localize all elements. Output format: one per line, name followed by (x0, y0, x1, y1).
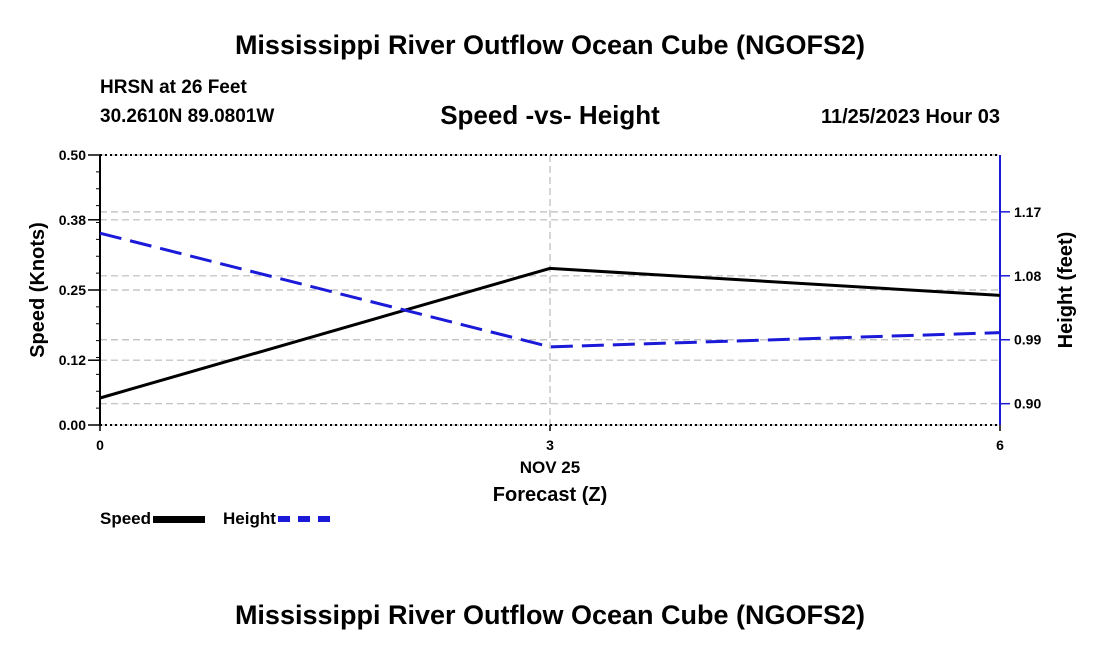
chart-subtitle: Speed -vs- Height (440, 100, 660, 130)
x-tick-label: 3 (546, 437, 554, 453)
forecast-datetime: 11/25/2023 Hour 03 (820, 106, 1000, 128)
station-label: HRSN at 26 Feet (100, 77, 247, 98)
y-tick-label: 0.00 (59, 417, 86, 433)
x-axis-title: Forecast (Z) (493, 484, 607, 506)
series-line-height (99, 231, 1001, 349)
legend-speed-swatch (153, 515, 206, 523)
y2-tick-label: 1.17 (1014, 204, 1041, 220)
station-coordinates: 30.2610N 89.0801W (100, 106, 275, 127)
legend-speed-label: Speed (100, 509, 152, 528)
chart-legend: Speed Height (100, 509, 348, 529)
legend-height-label: Height (223, 509, 276, 528)
y-tick-label: 0.38 (59, 212, 86, 228)
y-axis-title: Speed (Knots) (27, 222, 49, 358)
x-axis-date-label: NOV 25 (520, 458, 580, 477)
x-tick-label: 0 (96, 437, 104, 453)
series-line-speed (99, 266, 1001, 400)
y-tick-label: 0.12 (59, 352, 86, 368)
y2-tick-label: 0.90 (1014, 396, 1041, 412)
y2-tick-label: 1.08 (1014, 268, 1041, 284)
x-tick-label: 6 (996, 437, 1004, 453)
y-tick-label: 0.25 (59, 282, 86, 298)
page-title-repeat: Mississippi River Outflow Ocean Cube (NG… (234, 600, 866, 630)
legend-height-swatch (277, 516, 330, 522)
y-tick-label: 0.50 (59, 147, 86, 163)
page-title: Mississippi River Outflow Ocean Cube (NG… (234, 30, 866, 60)
y2-tick-label: 0.99 (1014, 332, 1041, 348)
y2-axis-title: Height (feet) (1055, 232, 1077, 349)
